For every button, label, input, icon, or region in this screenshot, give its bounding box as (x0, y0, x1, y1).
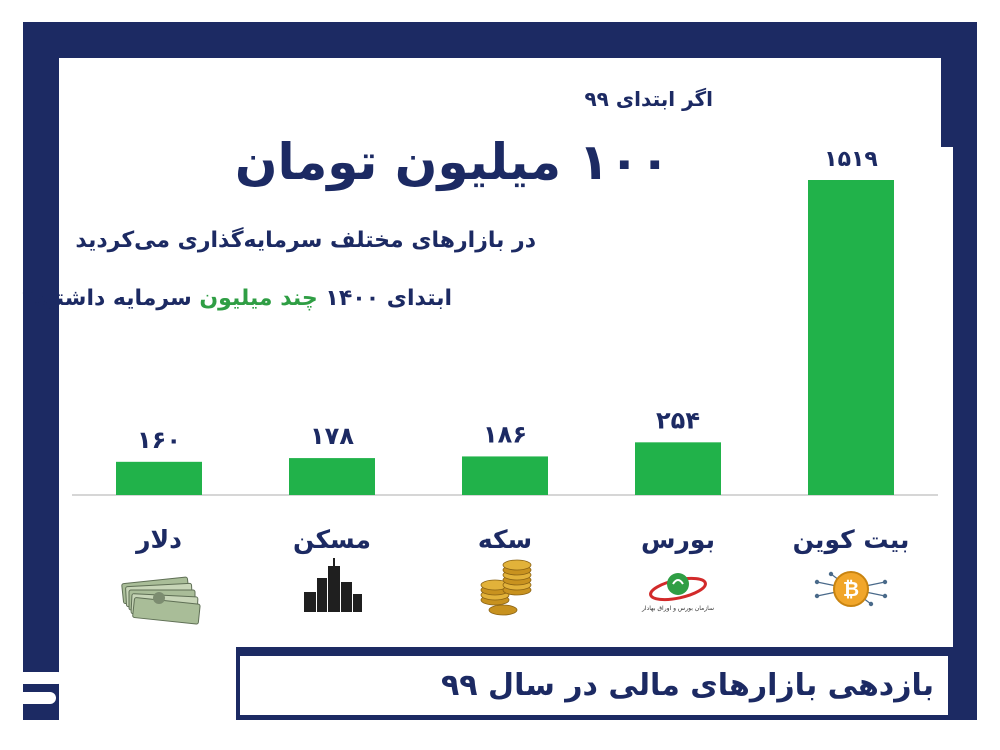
headline: ۱۰۰ میلیون تومان (234, 133, 670, 191)
gold-coins-icon (480, 559, 532, 616)
bitcoin-icon: ₿ (814, 571, 888, 607)
bar-value-label: ۲۵۴ (656, 406, 700, 434)
category-label: مسکن (293, 525, 371, 555)
frame-right-top (941, 22, 977, 147)
subtitle-line-2: ابتدای ۱۴۰۰ چند میلیون سرمایه داشتید؟ (21, 286, 452, 311)
bar-value-label: ۱۵۱۹ (824, 147, 878, 172)
frame-top (23, 22, 977, 58)
bar (635, 442, 721, 495)
bitcoin-symbol: ₿ (843, 577, 859, 601)
dollar-bills-icon (121, 576, 201, 625)
bar (462, 456, 548, 495)
bar-value-label: ۱۶۰ (137, 426, 181, 454)
footer-title: بازدهی بازارهای مالی در سال ۹۹ (440, 668, 934, 703)
frame-left (23, 22, 59, 720)
stock-exchange-logo-icon: سازمان بورس و اوراق بهادار (641, 573, 714, 612)
category-label: سکه (478, 525, 532, 554)
intro-text: اگر ابتدای ۹۹ (584, 87, 713, 111)
category-label: دلار (134, 525, 182, 554)
frame-right (953, 147, 977, 647)
category-label: بیت کوین (793, 525, 910, 555)
bar (808, 180, 894, 495)
swirl-decoration (16, 692, 56, 704)
stock-logo-caption: سازمان بورس و اوراق بهادار (641, 605, 714, 612)
category-label: بورس (641, 525, 715, 555)
bar (116, 461, 202, 495)
line2-start: ابتدای ۱۴۰۰ (317, 286, 452, 311)
swirl-decoration (16, 672, 64, 684)
line2-highlight: چند میلیون (199, 286, 318, 311)
footer-panel: بازدهی بازارهای مالی در سال ۹۹ (240, 656, 948, 715)
bar-value-label: ۱۸۶ (483, 420, 527, 448)
buildings-icon (304, 558, 362, 612)
subtitle-line-1: در بازارهای مختلف سرمایه‌گذاری می‌کردید (75, 228, 536, 253)
bar-value-label: ۱۷۸ (310, 422, 354, 450)
line2-end: سرمایه داشتید؟ (21, 286, 200, 311)
bar (289, 458, 375, 495)
